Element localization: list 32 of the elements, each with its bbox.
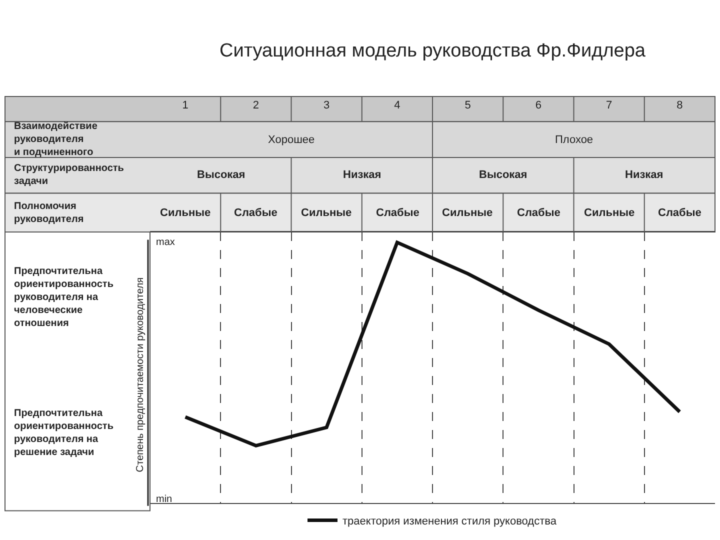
x-tick-label: 8: [676, 100, 683, 112]
text: Взаимодействие руководителя и подчиненного: [14, 121, 98, 158]
text: Структурированность задачи: [14, 163, 124, 187]
text: Слабые: [234, 207, 278, 219]
x-tick-label: 4: [394, 100, 400, 112]
legend-label: траектория изменения стиля руководства: [342, 516, 558, 528]
x-tick-label: 2: [252, 100, 260, 112]
x-tick-label: 3: [323, 100, 330, 112]
x-tick-label: 7: [606, 100, 612, 112]
text: Сильные: [584, 207, 635, 219]
text: Низкая: [625, 169, 664, 181]
text: Предпочтительна ориентированность руководителя на решение задачи: [14, 408, 114, 458]
annotation: max: [156, 237, 175, 248]
text: Низкая: [343, 169, 382, 181]
text: Предпочтительна ориентированность руководителя на человеческие отношения: [14, 266, 114, 329]
x-tick-label: 6: [535, 100, 542, 112]
text: Сильные: [301, 207, 352, 219]
annotation: min: [156, 494, 172, 505]
text: Слабые: [376, 207, 420, 219]
text: Слабые: [658, 207, 702, 219]
text: Плохое: [555, 134, 594, 146]
text: Хорошее: [268, 134, 315, 146]
text: Слабые: [517, 207, 560, 219]
text: Полномочия руководителя: [14, 201, 84, 225]
chart-title: Ситуационная модель руководства Фр.Фидлера: [220, 40, 646, 62]
y-axis-title: Степень предпочитаемости руководителя: [134, 277, 146, 472]
text: Сильные: [160, 207, 211, 219]
x-tick-label: 5: [464, 100, 471, 112]
text: Высокая: [479, 169, 528, 181]
text: Сильные: [442, 207, 493, 219]
text: Высокая: [197, 169, 246, 181]
x-tick-label: 1: [182, 100, 188, 112]
